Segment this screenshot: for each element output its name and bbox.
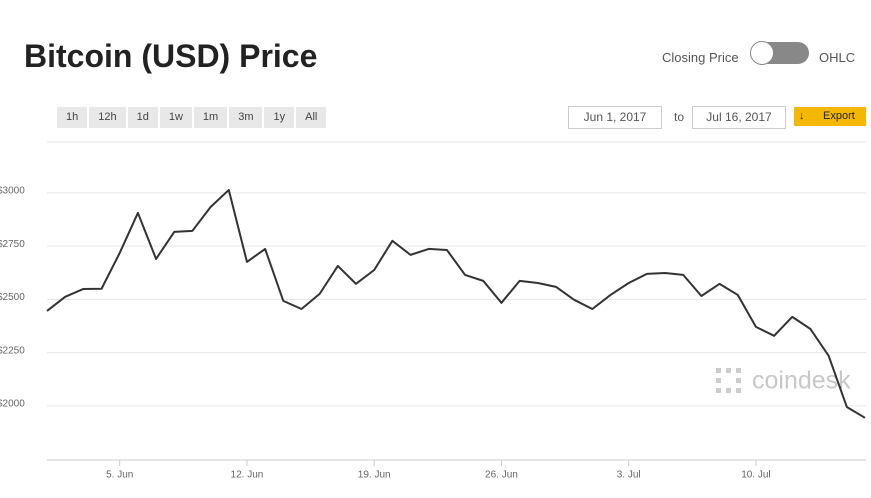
range-button[interactable]: 12h: [89, 107, 126, 128]
logo-dot: [736, 388, 741, 393]
toggle-right-label: OHLC: [819, 50, 856, 65]
range-button[interactable]: 1m: [193, 107, 228, 128]
logo-dot: [726, 368, 731, 373]
range-button[interactable]: All: [296, 107, 327, 128]
price-line: [46, 188, 866, 419]
y-tick-label: $2250: [0, 345, 25, 356]
date-to[interactable]: Jul 16, 2017: [692, 106, 786, 129]
x-tick-label: 10. Jul: [741, 470, 770, 481]
x-tick-label: 12. Jun: [231, 470, 264, 481]
x-tick-label: 26. Jun: [485, 470, 518, 481]
range-buttons: 1h 12h 1d 1w 1m 3m 1y All: [57, 107, 327, 128]
logo-dot: [716, 388, 721, 393]
export-button[interactable]: ↓ Export: [794, 107, 866, 126]
x-tick-label: 5. Jun: [106, 470, 133, 481]
logo-dot: [726, 388, 731, 393]
range-button[interactable]: 1d: [127, 107, 158, 128]
date-from[interactable]: Jun 1, 2017: [568, 106, 662, 129]
range-button[interactable]: 1y: [264, 107, 295, 128]
logo-dot: [716, 378, 721, 383]
logo-dot: [736, 368, 741, 373]
y-tick-label: $2750: [0, 239, 25, 250]
watermark: coindesk: [716, 367, 851, 395]
x-tick-label: 3. Jul: [617, 470, 641, 481]
title: Bitcoin (USD) Price: [24, 38, 318, 74]
range-button[interactable]: 1h: [57, 107, 88, 128]
export-label: Export: [823, 110, 855, 122]
y-tick-label: $3000: [0, 186, 25, 197]
y-tick-label: $2500: [0, 292, 25, 303]
to-label: to: [674, 110, 685, 124]
x-tick-label: 19. Jun: [358, 470, 391, 481]
toggle-knob: [750, 41, 774, 65]
range-button[interactable]: 1w: [159, 107, 192, 128]
export-icon: ↓: [799, 110, 805, 122]
watermark-text: coindesk: [752, 367, 851, 395]
toggle[interactable]: [750, 41, 809, 65]
toggle-left-label: Closing Price: [662, 50, 739, 65]
y-tick-label: $2000: [0, 399, 25, 410]
logo-dot: [736, 378, 741, 383]
range-button[interactable]: 3m: [229, 107, 263, 128]
logo-dot: [716, 368, 721, 373]
